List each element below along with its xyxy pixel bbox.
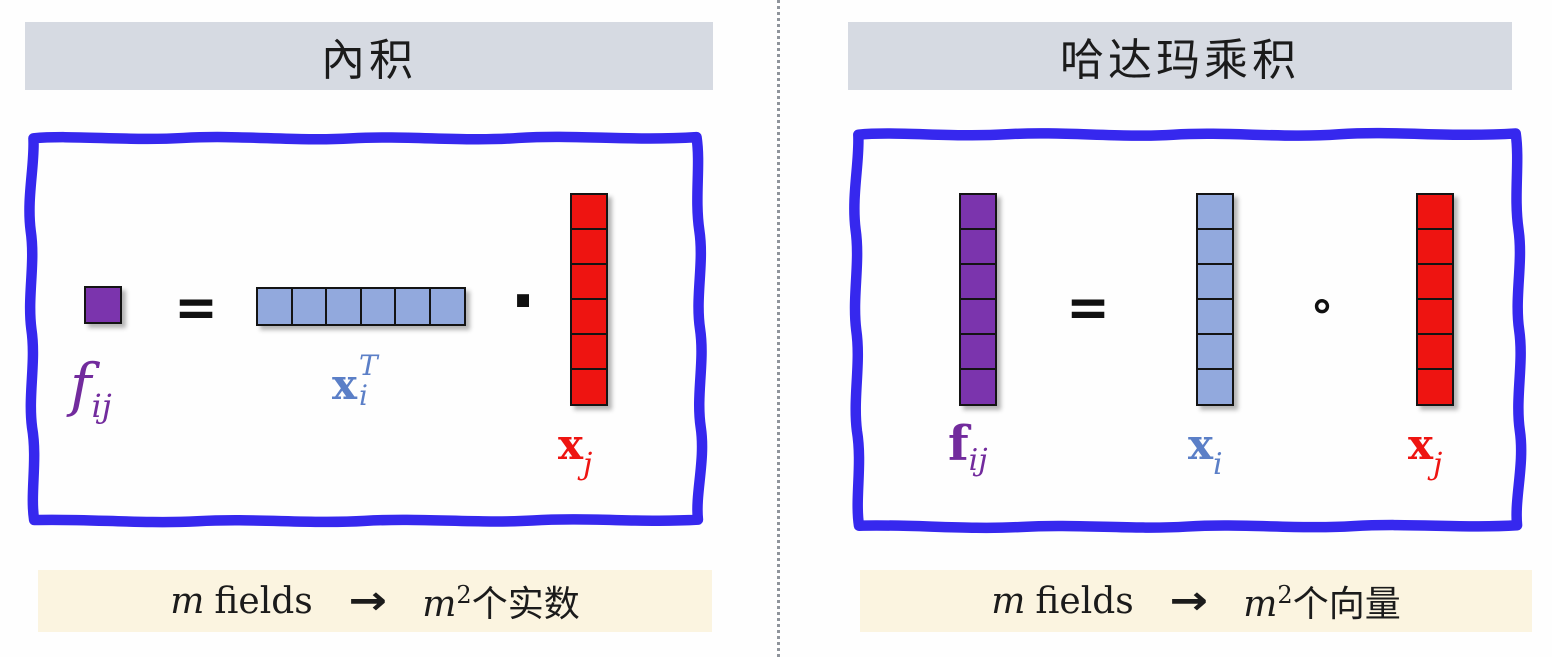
m-squared-result-text: m2个向量 (1243, 581, 1401, 625)
vector-cell (959, 368, 997, 406)
hadamard-operator: ∘ (1308, 280, 1336, 331)
fij-label: f ij (948, 416, 988, 478)
vector-cell (959, 193, 997, 231)
arrow-icon: → (1169, 578, 1208, 624)
hadamard-title: 哈达玛乘积 (1060, 35, 1300, 86)
xj-column-vector (1416, 193, 1454, 406)
vector-cell (1196, 263, 1234, 301)
vector-cell (428, 287, 466, 326)
equals-sign: = (1066, 276, 1110, 340)
result-scalar-vector (84, 286, 122, 324)
m-fields-text: m fields (170, 580, 313, 622)
fij-result-column-vector (959, 193, 997, 406)
inner-product-title-bar: 內积 (25, 22, 713, 90)
vector-cell (1196, 228, 1234, 266)
vector-cell (570, 333, 608, 371)
vector-cell (959, 263, 997, 301)
vector-cell (1416, 228, 1454, 266)
vector-cell (1196, 298, 1234, 336)
panel-divider (777, 0, 780, 657)
vector-cell (1196, 368, 1234, 406)
vector-cell (1196, 333, 1234, 371)
vector-cell (959, 228, 997, 266)
vector-cell (325, 287, 362, 326)
vector-cell (1416, 193, 1454, 231)
vector-cell (570, 368, 608, 406)
vector-cell (394, 287, 431, 326)
vector-cell (570, 298, 608, 336)
m-fields-text: m fields (991, 580, 1134, 622)
hadamard-title-bar: 哈达玛乘积 (848, 22, 1512, 90)
arrow-icon: → (348, 578, 387, 624)
xj-column-vector (570, 193, 608, 406)
vector-cell (1416, 298, 1454, 336)
dot-product-operator: · (510, 262, 536, 341)
vector-cell (290, 287, 328, 326)
vector-cell (359, 287, 397, 326)
inner-product-caption-bar: m fields → m2个实数 (38, 570, 712, 632)
equals-sign: = (174, 276, 218, 340)
hadamard-sketch-border (841, 120, 1533, 540)
vector-cell (1416, 333, 1454, 371)
xi-row-vector (256, 287, 466, 326)
vector-cell (1416, 263, 1454, 301)
vector-cell (1196, 193, 1234, 231)
vector-cell (959, 333, 997, 371)
xi-column-vector (1196, 193, 1234, 406)
vector-cell (570, 193, 608, 231)
inner-product-title: 內积 (321, 35, 417, 86)
vector-cell (570, 263, 608, 301)
vector-cell (570, 228, 608, 266)
vector-cell (1416, 368, 1454, 406)
vector-cell (256, 287, 293, 326)
vector-cell (959, 298, 997, 336)
inner-product-sketch-border (16, 124, 714, 534)
vector-cell (84, 286, 122, 324)
fij-label: f ij (70, 351, 112, 425)
hadamard-caption-bar: m fields → m2个向量 (860, 570, 1532, 632)
m-squared-result-text: m2个实数 (422, 581, 580, 625)
